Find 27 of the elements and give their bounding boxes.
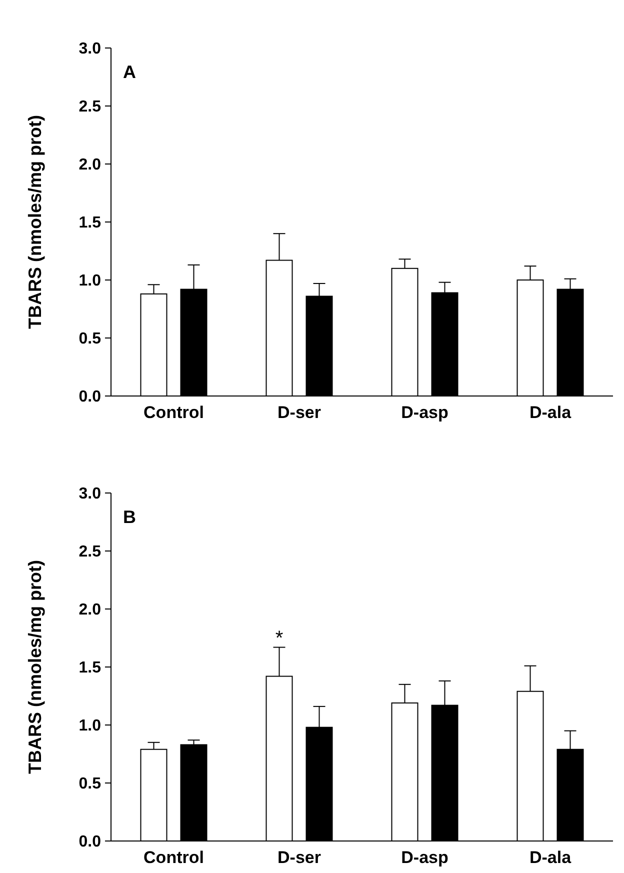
x-tick-label: D-ala xyxy=(529,848,572,867)
x-tick-label: Control xyxy=(144,848,204,867)
x-tick-label: D-ser xyxy=(278,848,322,867)
y-tick-label: 0.5 xyxy=(78,330,102,348)
y-tick-label: 2.5 xyxy=(78,544,102,561)
x-tick-label: D-asp xyxy=(401,848,448,867)
x-tick-label: D-ala xyxy=(529,403,572,422)
y-axis-title: TBARS (nmoles/mg prot) xyxy=(25,115,45,329)
x-tick-label: Control xyxy=(144,403,204,422)
y-tick-label: 2.0 xyxy=(78,602,102,619)
y-tick-label: 3.0 xyxy=(78,486,102,503)
x-tick-label: D-ser xyxy=(278,403,322,422)
y-tick-label: 1.0 xyxy=(78,718,102,735)
y-tick-label: 2.5 xyxy=(78,98,102,116)
y-tick-label: 2.0 xyxy=(78,156,102,174)
y-tick-label: 0.0 xyxy=(78,834,102,851)
y-tick-label: 1.5 xyxy=(78,214,102,232)
y-tick-label: 1.0 xyxy=(78,272,102,290)
y-axis-title: TBARS (nmoles/mg prot) xyxy=(25,560,45,774)
y-tick-label: 1.5 xyxy=(78,660,102,677)
text: A xyxy=(123,62,136,82)
y-tick-label: 0.5 xyxy=(78,776,102,793)
y-tick-label: 3.0 xyxy=(78,40,102,58)
text: B xyxy=(123,507,136,527)
y-tick-label: 0.0 xyxy=(78,388,102,406)
annotation: * xyxy=(275,627,284,650)
x-tick-label: D-asp xyxy=(401,403,448,422)
